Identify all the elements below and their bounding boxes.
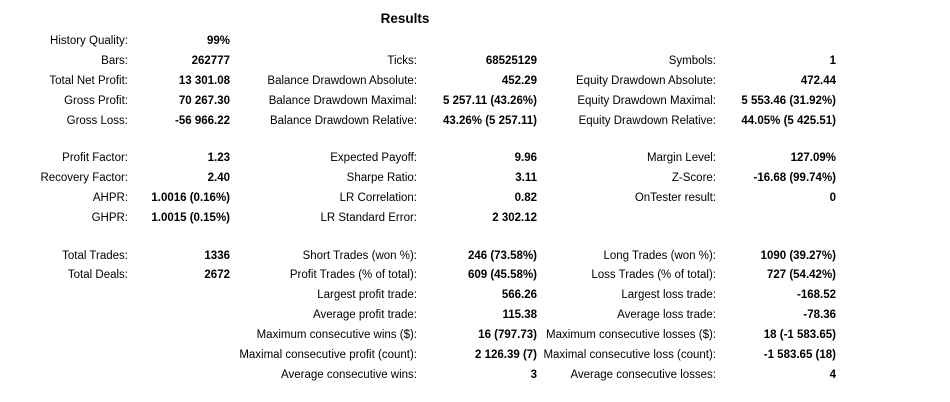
stat-row: Gross Loss: -56 966.22 Balance Drawdown Re… [0,114,950,134]
stat-value: 13 301.08 [178,75,230,87]
stat-label: Largest loss trade: [621,289,716,301]
stat-row: Total Deals: 2672 Profit Trades (% of tota… [0,268,950,288]
stat-value: -1 583.65 (18) [763,349,836,361]
stat-value: 0.82 [514,192,537,204]
stat-value: 5 257.11 (43.26%) [443,95,537,107]
stat-label: Profit Trades (% of total): [289,269,417,281]
stat-value: 99% [206,35,230,47]
stat-label: Balance Drawdown Absolute: [267,75,417,87]
stat-label: Maximal consecutive profit (count): [239,349,417,361]
stat-label: LR Correlation: [339,192,417,204]
stat-label: Maximum consecutive wins ($): [256,329,417,341]
stat-label: Equity Drawdown Maximal: [577,95,716,107]
stat-value: -78.36 [803,309,836,321]
stat-label: Loss Trades (% of total): [591,269,716,281]
stat-label: AHPR: [92,192,128,204]
stat-label: Average consecutive losses: [570,369,716,381]
stat-row: Average consecutive wins: 3 Average consec… [0,368,950,388]
stat-label: Symbols: [668,55,716,67]
stat-row: Recovery Factor: 2.40 Sharpe Ratio: 3.11 Z-S… [0,171,950,191]
stat-value: 43.26% (5 257.11) [443,115,537,127]
stat-value: 1336 [204,250,230,262]
stat-value: 115.38 [502,309,537,321]
stat-label: Expected Payoff: [330,152,417,164]
stat-value: 18 (-1 583.65) [763,329,836,341]
stat-row: Profit Factor: 1.23 Expected Payoff: 9.96 Ma… [0,151,950,171]
stat-value: 2.40 [207,172,230,184]
stat-label: Balance Drawdown Relative: [269,115,417,127]
stat-label: OnTester result: [634,192,716,204]
stat-label: Bars: [101,55,128,67]
stat-value: 9.96 [514,152,537,164]
stat-label: Maximum consecutive losses ($): [546,329,716,341]
stat-row: Total Trades: 1336 Short Trades (won %): 24… [0,249,950,269]
stat-value: 246 (73.58%) [467,250,537,262]
stat-row: Maximal consecutive profit (count): 2 126… [0,348,950,368]
stat-value: 727 (54.42%) [766,269,836,281]
stat-value: 3.11 [515,172,537,184]
stat-label: Equity Drawdown Absolute: [576,75,716,87]
stat-value: 3 [530,369,537,381]
stat-value: 2672 [204,269,230,281]
stat-row: Bars: 262777 Ticks: 68525129 Symbols: 1 [0,54,950,74]
stat-label: Gross Profit: [64,95,128,107]
stat-label: Long Trades (won %): [603,250,716,262]
stat-label: Total Deals: [67,269,128,281]
stat-value: 472.44 [800,75,836,87]
stat-row: History Quality: 99% [0,34,950,54]
stat-label: History Quality: [50,35,128,47]
stat-label: Average consecutive wins: [281,369,417,381]
stat-label: Average loss trade: [617,309,716,321]
stat-label: Sharpe Ratio: [346,172,417,184]
stat-value: 1.0015 (0.15%) [151,212,230,224]
stat-value: 5 553.46 (31.92%) [741,95,836,107]
stat-label: Gross Loss: [66,115,128,127]
stat-value: 16 (797.73) [478,329,537,341]
stat-label: Z-Score: [671,172,716,184]
stat-label: Equity Drawdown Relative: [578,115,716,127]
stat-label: Margin Level: [646,152,716,164]
stat-value: 452.29 [501,75,537,87]
stat-value: 609 (45.58%) [467,269,537,281]
results-title: Results [380,11,430,26]
stat-row: Gross Profit: 70 267.30 Balance Drawdown M… [0,94,950,114]
stat-label: Total Trades: [62,250,128,262]
stat-row: Average profit trade: 115.38 Average loss … [0,308,950,328]
stat-value: 44.05% (5 425.51) [741,115,836,127]
stat-row: Maximum consecutive wins ($): 16 (797.73)… [0,328,950,348]
stat-value: -56 966.22 [175,115,230,127]
stat-label: Ticks: [387,55,417,67]
stat-row: Total Net Profit: 13 301.08 Balance Drawdo… [0,74,950,94]
stat-row: AHPR: 1.0016 (0.16%) LR Correlation: 0.82 On… [0,191,950,211]
stat-label: Total Net Profit: [49,75,128,87]
stat-row: Largest profit trade: 566.26 Largest loss … [0,288,950,308]
stat-value: 566.26 [501,289,537,301]
stat-value: 0 [829,192,836,204]
stat-value: 2 302.12 [492,212,537,224]
stat-value: 70 267.30 [178,95,230,107]
stat-label: Recovery Factor: [40,172,128,184]
stat-value: 1.23 [207,152,230,164]
stat-label: Average profit trade: [313,309,417,321]
stat-label: Balance Drawdown Maximal: [268,95,417,107]
stat-label: GHPR: [91,212,128,224]
stat-label: Maximal consecutive loss (count): [543,349,716,361]
stat-label: Profit Factor: [62,152,128,164]
stat-label: LR Standard Error: [320,212,417,224]
stat-value: 127.09% [790,152,836,164]
stat-label: Short Trades (won %): [302,250,417,262]
stat-value: 2 126.39 (7) [474,349,537,361]
stat-label: Largest profit trade: [317,289,417,301]
stat-row: GHPR: 1.0015 (0.15%) LR Standard Error: 2 3… [0,211,950,231]
stat-value: -16.68 (99.74%) [753,172,836,184]
stat-value: 68525129 [485,55,537,67]
stat-value: 1 [829,55,836,67]
stat-value: 262777 [191,55,230,67]
stat-value: 1.0016 (0.16%) [151,192,230,204]
stat-value: -168.52 [796,289,836,301]
stat-value: 4 [829,369,836,381]
stat-value: 1090 (39.27%) [760,250,836,262]
